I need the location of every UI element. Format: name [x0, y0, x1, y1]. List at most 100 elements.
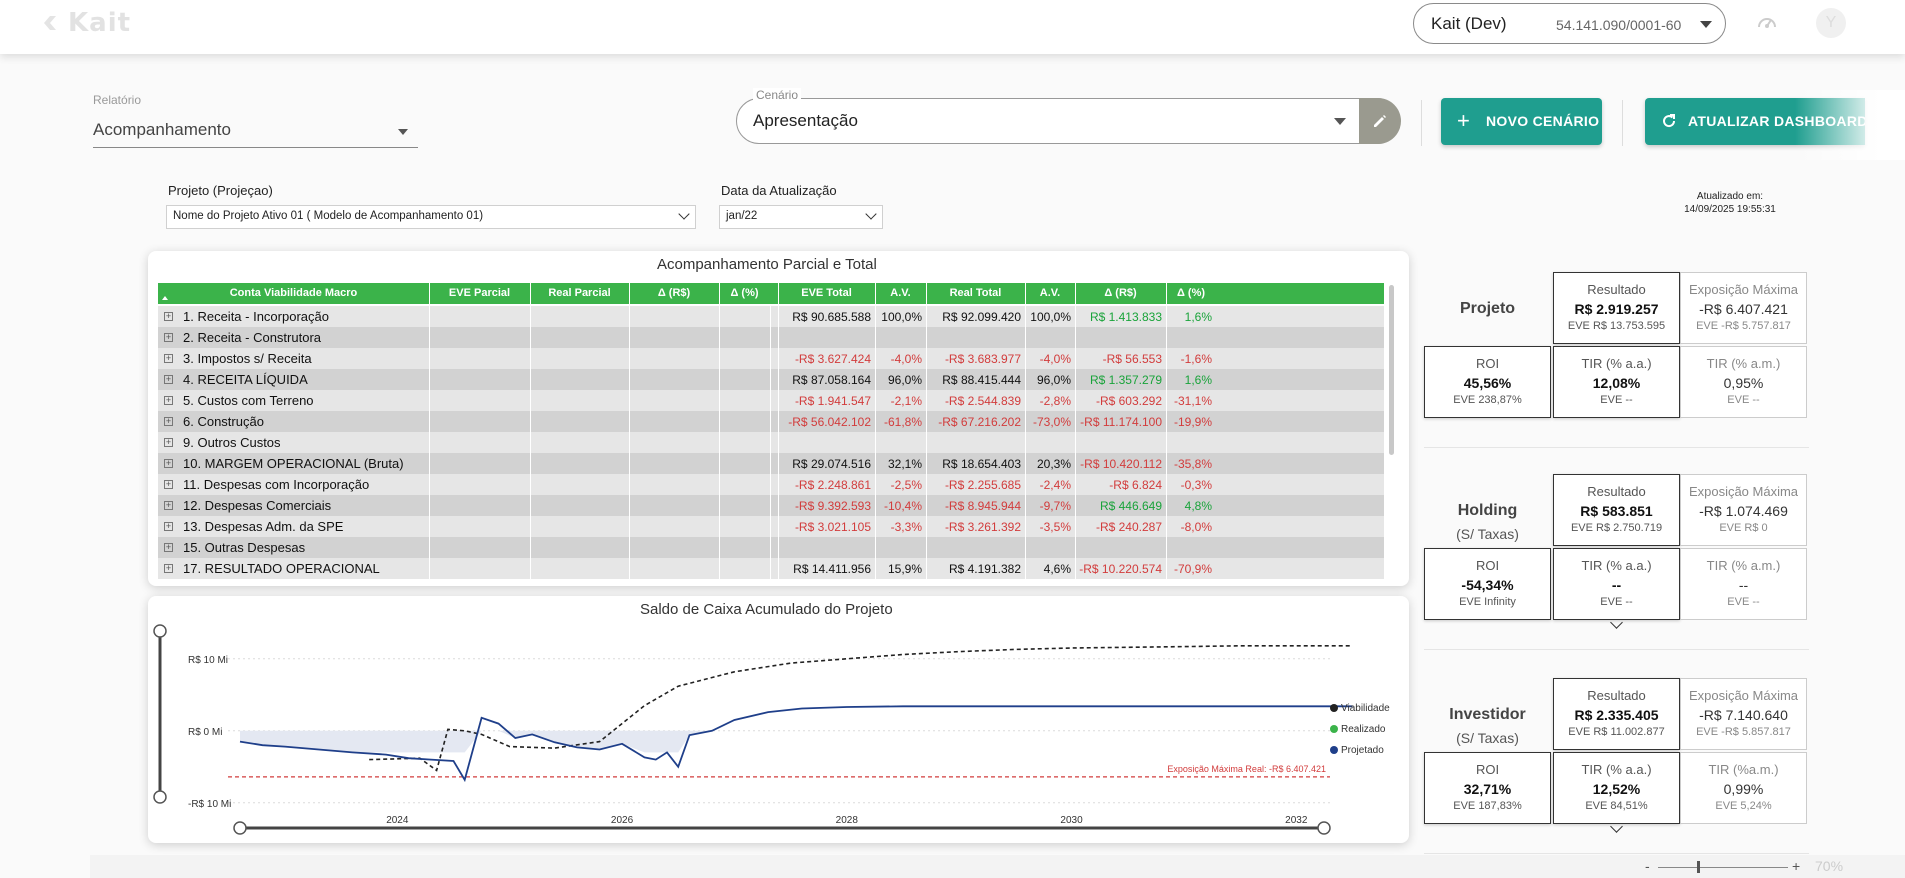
expand-icon[interactable]: +: [164, 311, 173, 321]
series-projetado-line: [239, 705, 1353, 783]
expand-icon[interactable]: +: [164, 395, 173, 405]
legend-item-projetado[interactable]: Projetado: [1330, 745, 1384, 756]
expand-icon[interactable]: +: [164, 332, 173, 342]
table-row[interactable]: +2. Receita - Construtora: [158, 327, 1384, 348]
table-row[interactable]: +15. Outras Despesas: [158, 537, 1384, 558]
cell-eve-total: -R$ 1.941.547: [794, 394, 871, 408]
expand-icon[interactable]: +: [164, 353, 173, 363]
table-row[interactable]: +5. Custos com Terreno -R$ 1.941.547 -2,1%…: [158, 390, 1384, 411]
cell-divider: [429, 453, 430, 474]
column-header[interactable]: Δ (%): [1176, 287, 1206, 299]
expand-icon[interactable]: +: [164, 563, 173, 573]
kpi-value: R$ 2.919.257: [1574, 301, 1659, 317]
expand-icon[interactable]: +: [164, 542, 173, 552]
cenario-select[interactable]: [736, 98, 1400, 144]
column-header[interactable]: Real Total: [949, 287, 1002, 299]
table-row[interactable]: +13. Despesas Adm. da SPE -R$ 3.021.105 -3…: [158, 516, 1384, 537]
projeto-select[interactable]: Nome do Projeto Ativo 01 ( Modelo de Aco…: [166, 205, 696, 229]
cell-divider: [875, 432, 876, 453]
caret-down-icon[interactable]: [398, 129, 408, 135]
row-label: 15. Outras Despesas: [183, 540, 306, 555]
company-selector[interactable]: Kait (Dev) 54.141.090/0001-60: [1413, 3, 1726, 44]
table-row[interactable]: +9. Outros Custos: [158, 432, 1384, 453]
expand-icon[interactable]: +: [164, 479, 173, 489]
caret-down-icon[interactable]: [1334, 118, 1346, 125]
y-range-handle-bottom[interactable]: [153, 790, 167, 804]
cell-divider: [778, 369, 779, 390]
kpi-eve-value: EVE -R$ 5.857.817: [1696, 726, 1791, 738]
column-header[interactable]: Δ (%): [730, 287, 759, 299]
cell-d-rs: R$ 1.357.279: [1089, 373, 1162, 387]
cell-real-total: R$ 18.654.403: [942, 457, 1021, 471]
speedometer-icon[interactable]: [1756, 12, 1778, 34]
cell-av2: -3,5%: [1039, 520, 1071, 534]
expand-icon[interactable]: +: [164, 374, 173, 384]
table-row[interactable]: +12. Despesas Comerciais -R$ 9.392.593 -10…: [158, 495, 1384, 516]
expand-icon[interactable]: +: [164, 437, 173, 447]
edit-scenario-button[interactable]: [1359, 98, 1401, 144]
cell-d-pct: -31,1%: [1173, 394, 1212, 408]
column-header[interactable]: A.V.: [1039, 287, 1061, 299]
column-divider: [1166, 283, 1167, 304]
divider: [1424, 853, 1809, 854]
cell-divider: [629, 558, 630, 579]
app-logo[interactable]: Kait: [68, 8, 132, 38]
x-range-handle-right[interactable]: [1317, 821, 1331, 835]
y-range-handle-top[interactable]: [153, 624, 167, 638]
caret-down-icon: [1700, 21, 1712, 28]
table-row[interactable]: +6. Construção -R$ 56.042.102 -61,8% -R$ 67…: [158, 411, 1384, 432]
kpi-exposicao-card: Exposição Máxima -R$ 7.140.640 EVE -R$ 5.8…: [1680, 678, 1807, 750]
column-header[interactable]: EVE Total: [801, 287, 852, 299]
cell-divider: [1166, 453, 1167, 474]
column-header[interactable]: Conta Viabilidade Macro: [229, 287, 358, 299]
column-header[interactable]: Real Parcial: [548, 287, 611, 299]
column-header[interactable]: Δ (R$): [1104, 287, 1137, 299]
table-row[interactable]: +17. RESULTADO OPERACIONAL R$ 14.411.956 1…: [158, 558, 1384, 579]
cell-av1: 32,1%: [887, 457, 922, 471]
kpi-roi-card: ROI 45,56% EVE 238,87%: [1424, 346, 1551, 418]
expand-icon[interactable]: +: [164, 500, 173, 510]
cell-divider: [1025, 495, 1026, 516]
cell-divider: [770, 348, 771, 369]
zoom-slider-track[interactable]: [1658, 867, 1788, 868]
bottom-bar: [90, 855, 1905, 878]
column-header[interactable]: A.V.: [890, 287, 911, 299]
table-row[interactable]: +10. MARGEM OPERACIONAL (Bruta) R$ 29.074…: [158, 453, 1384, 474]
legend-item-viabilidade[interactable]: Viabilidade: [1330, 703, 1390, 714]
zoom-slider-thumb[interactable]: [1697, 861, 1700, 873]
kpi-eve-value: EVE Infinity: [1459, 596, 1516, 608]
table-scrollbar[interactable]: [1389, 285, 1394, 455]
cell-divider: [719, 348, 720, 369]
expand-icon[interactable]: +: [164, 416, 173, 426]
cell-divider: [1075, 327, 1076, 348]
sort-ascending-icon[interactable]: [162, 296, 168, 300]
table-row[interactable]: +11. Despesas com Incorporação -R$ 2.248.…: [158, 474, 1384, 495]
expand-icon[interactable]: +: [164, 458, 173, 468]
new-scenario-button[interactable]: + NOVO CENÁRIO: [1441, 98, 1602, 145]
expand-icon[interactable]: +: [164, 521, 173, 531]
table-row[interactable]: +3. Impostos s/ Receita -R$ 3.627.424 -4,0…: [158, 348, 1384, 369]
legend-item-realizado[interactable]: Realizado: [1330, 724, 1385, 735]
kpi-title: Exposição Máxima: [1688, 484, 1799, 499]
column-header[interactable]: EVE Parcial: [448, 287, 511, 299]
x-range-handle-left[interactable]: [233, 821, 247, 835]
table-row[interactable]: +4. RECEITA LÍQUIDA R$ 87.058.164 96,0% R$ …: [158, 369, 1384, 390]
user-avatar[interactable]: Y: [1816, 8, 1846, 38]
cell-divider: [629, 453, 630, 474]
zoom-out-button[interactable]: -: [1645, 858, 1650, 874]
relatorio-select[interactable]: Acompanhamento: [93, 120, 231, 139]
y-tick-label: R$ 0 Mi: [188, 727, 222, 738]
column-header[interactable]: Δ (R$): [657, 287, 691, 299]
y-tick-label: -R$ 10 Mi: [188, 799, 231, 810]
divider: [1424, 649, 1809, 650]
cell-divider: [429, 474, 430, 495]
relatorio-underline: [93, 147, 418, 148]
zoom-in-button[interactable]: +: [1792, 858, 1801, 874]
data-atualizacao-select[interactable]: jan/22: [719, 205, 883, 229]
table-row[interactable]: +1. Receita - Incorporação R$ 90.685.588 1…: [158, 306, 1384, 327]
y-tick-label: R$ 10 Mi: [188, 655, 228, 666]
kpi-eve-value: EVE 187,83%: [1453, 800, 1522, 812]
kpi-tir-am-card: TIR (% a.m.) 0,95% EVE --: [1680, 346, 1807, 418]
cell-divider: [926, 537, 927, 558]
kpi-title: Resultado: [1587, 282, 1646, 297]
